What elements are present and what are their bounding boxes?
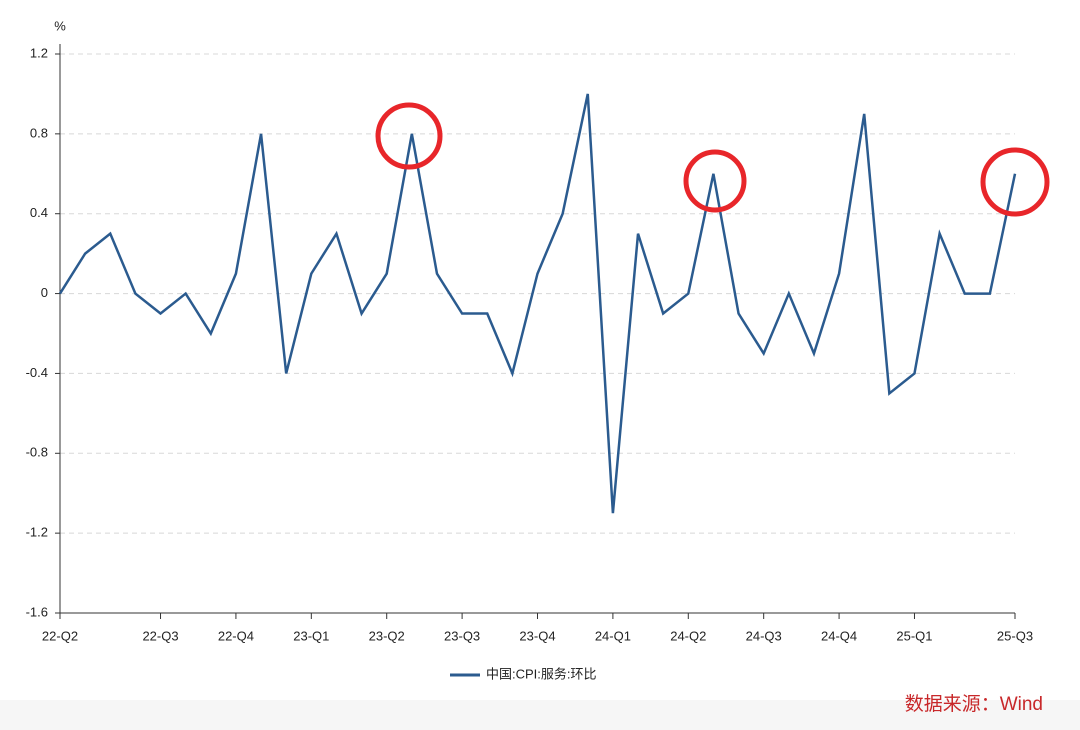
x-tick-label: 23-Q1 [293, 628, 329, 643]
y-tick-label: 1.2 [30, 45, 48, 60]
x-tick-label: 25-Q3 [997, 628, 1033, 643]
x-tick-label: 24-Q4 [821, 628, 857, 643]
highlight-circle [980, 147, 1050, 217]
x-tick-label: 24-Q2 [670, 628, 706, 643]
x-tick-label: 22-Q4 [218, 628, 254, 643]
x-tick-label: 24-Q3 [746, 628, 782, 643]
y-unit: % [54, 18, 66, 33]
y-tick-label: 0.8 [30, 125, 48, 140]
y-tick-label: 0 [41, 285, 48, 300]
y-tick-label: -1.6 [26, 604, 48, 619]
footer-band [0, 700, 1080, 730]
x-tick-label: 23-Q2 [369, 628, 405, 643]
y-tick-label: 0.4 [30, 205, 48, 220]
line-series [58, 93, 1017, 514]
source: 数据来源：Wind [905, 693, 1043, 715]
y-tick-label: -0.8 [26, 445, 48, 460]
highlight-circle [683, 149, 747, 213]
x-tick-label: 22-Q3 [142, 628, 178, 643]
x-tick-label: 23-Q4 [519, 628, 555, 643]
y-tick-label: -1.2 [26, 525, 48, 540]
x-tick-label: 25-Q1 [896, 628, 932, 643]
x-tick-label: 22-Q2 [42, 628, 78, 643]
x-tick-label: 24-Q1 [595, 628, 631, 643]
highlight-circle [375, 102, 443, 170]
legend-label: 中国:CPI:服务:环比 [486, 666, 597, 681]
x-tick-label: 23-Q3 [444, 628, 480, 643]
y-tick-label: -0.4 [26, 365, 48, 380]
